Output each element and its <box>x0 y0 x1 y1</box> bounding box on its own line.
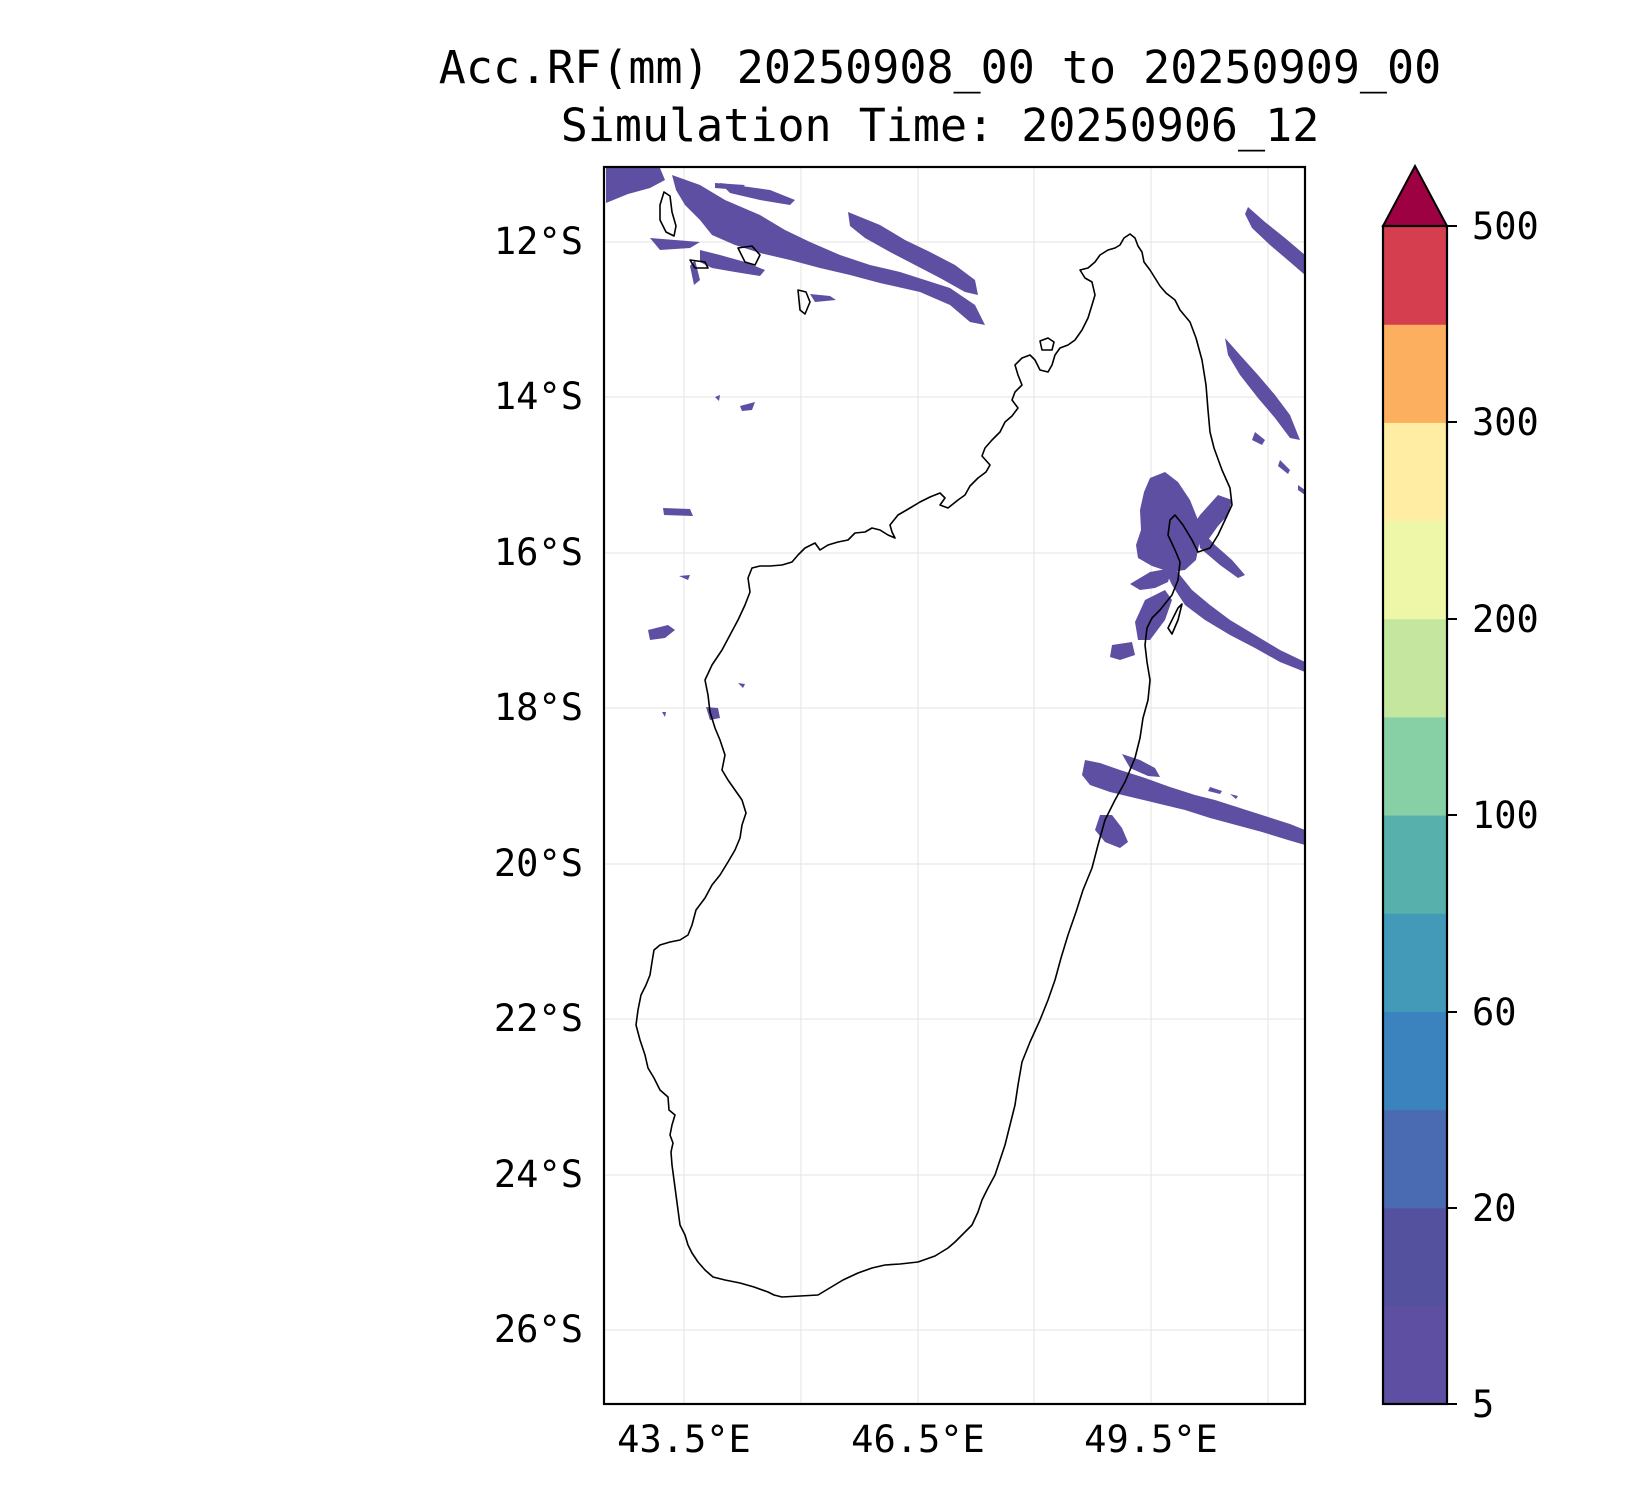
lon-tick-label: 43.5°E <box>617 1418 751 1461</box>
rainfall-patches <box>606 168 1305 848</box>
colorbar-segment <box>1383 716 1447 816</box>
madagascar-coastline <box>635 233 1233 1298</box>
lat-tick-label: 18°S <box>494 686 583 729</box>
mayotte-coastline <box>797 289 811 315</box>
colorbar-segment <box>1383 1305 1447 1405</box>
colorbar-tick-label: 500 <box>1472 205 1539 248</box>
nosy-be-coastline <box>1039 337 1055 351</box>
nosy-boraha-coastline <box>1167 603 1183 635</box>
latitude-axis: 12°S 14°S 16°S 18°S 20°S 22°S 24°S 26°S <box>494 220 583 1351</box>
colorbar-segment <box>1383 618 1447 718</box>
figure-subtitle: Simulation Time: 20250906_12 <box>561 99 1320 152</box>
map-panel <box>602 165 1307 1406</box>
colorbar-segment <box>1383 520 1447 620</box>
colorbar-tick-label: 5 <box>1472 1383 1494 1426</box>
lat-tick-label: 12°S <box>494 220 583 263</box>
anjouan-coastline <box>737 245 761 266</box>
colorbar-segment <box>1383 324 1447 423</box>
moheli-coastline <box>689 259 709 269</box>
lat-tick-label: 26°S <box>494 1308 583 1351</box>
lon-tick-label: 49.5°E <box>1084 1418 1218 1461</box>
colorbar-ticks <box>1447 225 1457 1405</box>
colorbar-tick-label: 300 <box>1472 401 1539 444</box>
lon-tick-label: 46.5°E <box>851 1418 985 1461</box>
colorbar-segment <box>1383 422 1447 522</box>
figure-title: Acc.RF(mm) 20250908_00 to 20250909_00 <box>439 41 1441 94</box>
coastlines <box>635 191 1233 1298</box>
lat-tick-label: 14°S <box>494 375 583 418</box>
lat-tick-label: 16°S <box>494 531 583 574</box>
colorbar-tick-label: 100 <box>1472 794 1539 837</box>
lat-tick-label: 24°S <box>494 1153 583 1196</box>
colorbar: 5 20 60 100 200 300 500 <box>1381 163 1539 1426</box>
colorbar-tick-label: 20 <box>1472 1187 1517 1230</box>
map-frame <box>602 165 1307 1406</box>
map-background <box>604 167 1305 1404</box>
colorbar-segment <box>1383 913 1447 1012</box>
colorbar-extend-arrow <box>1381 163 1449 227</box>
colorbar-segment <box>1383 226 1447 325</box>
longitude-axis: 43.5°E 46.5°E 49.5°E <box>617 1418 1218 1461</box>
gridlines <box>604 167 1305 1404</box>
colorbar-segment <box>1383 1011 1447 1111</box>
colorbar-tick-label: 60 <box>1472 991 1517 1034</box>
colorbar-segments <box>1383 226 1447 1405</box>
colorbar-segment <box>1383 815 1447 914</box>
colorbar-tick-label: 200 <box>1472 598 1539 641</box>
colorbar-segment <box>1383 1109 1447 1209</box>
lat-tick-label: 20°S <box>494 842 583 885</box>
grande-comore-coastline <box>659 191 677 237</box>
colorbar-segment <box>1383 1207 1447 1307</box>
lat-tick-label: 22°S <box>494 997 583 1040</box>
